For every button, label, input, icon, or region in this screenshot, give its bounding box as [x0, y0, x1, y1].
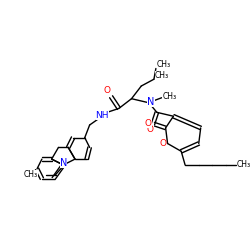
Text: O: O: [104, 86, 111, 96]
Text: O: O: [144, 118, 152, 128]
Text: CH₃: CH₃: [24, 170, 38, 179]
Text: CH₃: CH₃: [162, 92, 176, 101]
Text: N: N: [147, 96, 155, 106]
Text: CH₃: CH₃: [156, 60, 171, 69]
Text: O: O: [159, 139, 166, 148]
Text: N: N: [60, 158, 67, 168]
Text: NH: NH: [96, 111, 109, 120]
Text: O: O: [146, 125, 154, 134]
Text: CH₃: CH₃: [236, 160, 250, 170]
Text: CH₃: CH₃: [155, 71, 169, 80]
